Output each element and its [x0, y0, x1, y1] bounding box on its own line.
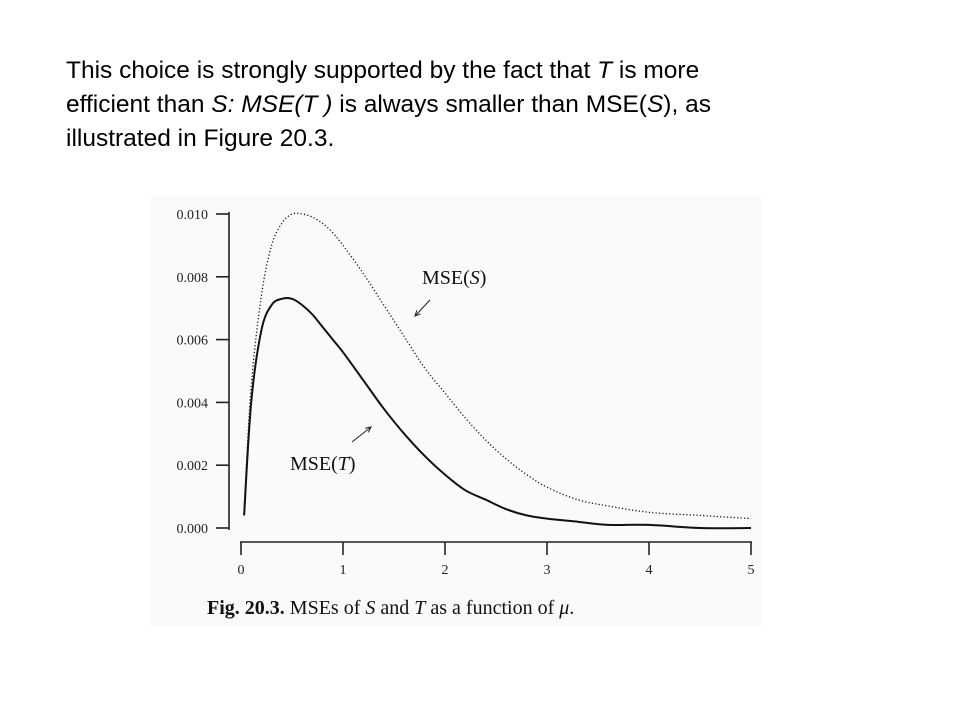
- slide-paragraph: This choice is strongly supported by the…: [66, 54, 866, 156]
- x-tick-label: 3: [544, 563, 551, 578]
- y-tick-label: 0.010: [177, 208, 209, 223]
- annotation-label: MSE(S): [422, 267, 486, 289]
- annotation-label: MSE(T): [290, 453, 356, 475]
- annotation-arrow-line: [351, 426, 372, 443]
- chart-series: [243, 212, 752, 530]
- y-tick-label: 0.008: [177, 271, 209, 286]
- x-tick-label: 0: [238, 563, 245, 578]
- y-tick-label: 0.000: [177, 522, 209, 537]
- x-tick-label: 1: [340, 563, 347, 578]
- paragraph-run: T: [597, 57, 613, 84]
- annotation-arrow-line: [414, 299, 431, 317]
- y-tick-label: 0.002: [177, 459, 209, 474]
- x-tick-label: 5: [748, 563, 755, 578]
- series-line-mset: [243, 296, 752, 530]
- paragraph-line-1: This choice is strongly supported by the…: [66, 54, 866, 88]
- paragraph-line-2: efficient than S: MSE(T ) is always smal…: [66, 88, 866, 122]
- paragraph-run: is always smaller than MSE(: [332, 91, 647, 118]
- x-tick-label: 2: [442, 563, 449, 578]
- figure-panel: [150, 196, 762, 626]
- paragraph-run: is more: [612, 57, 700, 84]
- y-tick-label: 0.004: [177, 396, 209, 411]
- figure-caption: Fig. 20.3. MSEs of S and T as a function…: [207, 597, 574, 619]
- chart-annotations: MSE(S) MSE(T): [290, 267, 486, 475]
- paragraph-run: illustrated in Figure 20.3.: [66, 125, 335, 152]
- x-tick-label: 4: [646, 563, 653, 578]
- y-tick-label: 0.006: [177, 334, 209, 349]
- chart-axes: 0.000 0.002 0.004 0.006 0.008 0.010 0 1 2 3 4 5: [177, 208, 755, 578]
- annotation-arrow-head: [365, 426, 372, 433]
- paragraph-run: This choice is strongly supported by the…: [66, 57, 598, 84]
- annotation-arrow-head: [414, 310, 421, 317]
- paragraph-line-3: illustrated in Figure 20.3.: [66, 122, 866, 156]
- paragraph-run: S: [646, 91, 664, 118]
- paragraph-run: S: MSE(T ): [211, 91, 333, 118]
- paragraph-run: efficient than: [66, 91, 212, 118]
- paragraph-run: ), as: [663, 91, 711, 118]
